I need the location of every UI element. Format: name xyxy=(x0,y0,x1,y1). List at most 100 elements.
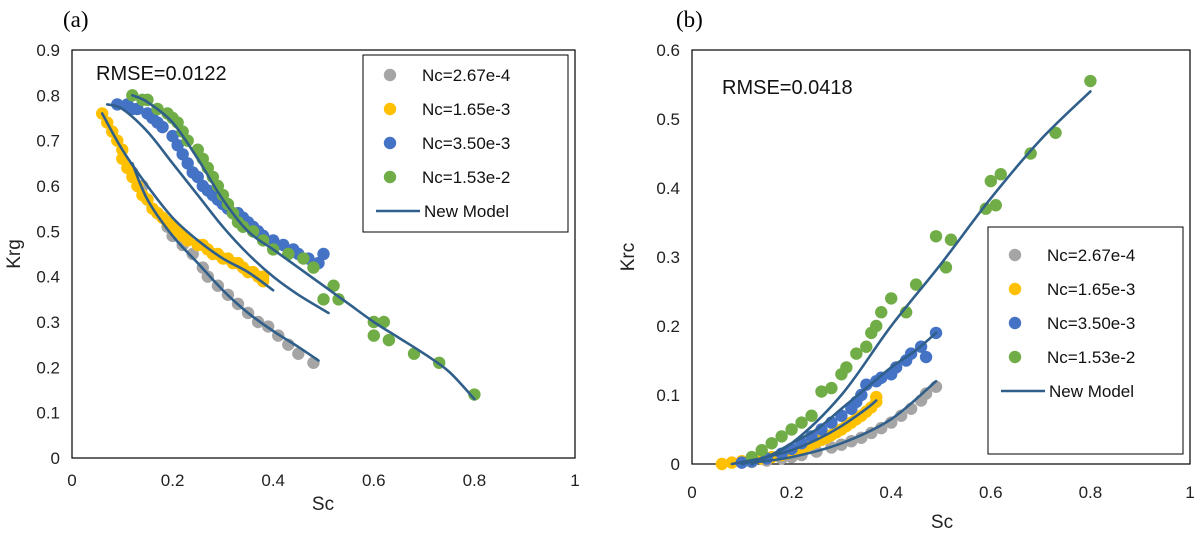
legend-label-b-4: Nc=1.53e-2 xyxy=(1047,348,1135,367)
data-point-b-s1 xyxy=(875,421,888,435)
x-tick-label-a: 0.8 xyxy=(463,471,487,490)
x-tick-label-a: 0 xyxy=(67,471,76,490)
y-tick-label-b: 0.5 xyxy=(656,110,680,129)
plot-area-b xyxy=(691,49,1191,465)
legend-label-b-model: New Model xyxy=(1049,382,1134,401)
data-point-b-s4 xyxy=(1084,74,1097,88)
data-point-b-s4 xyxy=(755,444,768,457)
legend-marker-a-1 xyxy=(383,68,397,82)
data-point-a-s4 xyxy=(327,279,340,292)
data-point-a-s1 xyxy=(186,247,199,261)
legend-marker-a-3 xyxy=(383,136,397,150)
plot-area-a xyxy=(71,49,576,459)
panel-label-a: (a) xyxy=(63,7,89,32)
x-tick-label-b: 0 xyxy=(687,483,696,502)
data-point-a-s3 xyxy=(191,170,204,184)
panel-label-b: (b) xyxy=(676,7,703,32)
data-point-b-s3 xyxy=(889,361,903,374)
y-tick-label-b: 0 xyxy=(671,455,680,474)
panel-a: (a) RMSE=0.0122 Sc Krg 0 0.2 0.4 0.6 0.8 1 0 0.… xyxy=(4,7,580,515)
data-point-a-s3 xyxy=(267,234,280,247)
legend-marker-b-2 xyxy=(1008,282,1022,296)
y-tick-label-a: 0.4 xyxy=(36,268,60,287)
data-point-a-s3 xyxy=(156,120,169,134)
legend-marker-a-4 xyxy=(383,170,397,184)
data-point-b-s1 xyxy=(885,416,898,429)
data-point-a-s4 xyxy=(367,329,380,342)
data-point-b-s4 xyxy=(979,202,993,215)
data-point-b-s4 xyxy=(860,340,873,353)
data-point-a-s4 xyxy=(297,252,310,265)
y-tick-label-a: 0.5 xyxy=(36,222,60,241)
data-point-b-s4 xyxy=(944,233,958,246)
data-point-b-s2 xyxy=(870,390,883,404)
model-line-b-4 xyxy=(750,90,1092,466)
model-line-a-2 xyxy=(100,112,275,292)
data-point-a-s4 xyxy=(176,125,189,138)
legend-b xyxy=(987,226,1184,455)
panel-b: (b) RMSE=0.0418 Sc Krc 0 0.2 0.4 0.6 0.8 1 0 0.… xyxy=(618,7,1195,533)
data-point-a-s3 xyxy=(131,102,144,116)
y-tick-label-a: 0.1 xyxy=(36,404,60,423)
legend-a xyxy=(362,54,569,233)
data-point-b-s4 xyxy=(984,174,997,188)
model-line-a-1 xyxy=(131,162,320,362)
data-point-a-s3 xyxy=(171,139,184,152)
data-point-b-s4 xyxy=(785,423,798,436)
rmse-annotation-a: RMSE=0.0122 xyxy=(96,63,227,85)
data-point-a-s4 xyxy=(382,333,396,347)
legend-marker-b-4 xyxy=(1008,350,1022,364)
data-point-a-s3 xyxy=(176,148,189,161)
data-point-b-s4 xyxy=(1049,126,1062,139)
data-point-a-s2 xyxy=(121,161,134,175)
x-tick-label-a: 0.2 xyxy=(161,471,185,490)
legend-label-b-2: Nc=1.65e-3 xyxy=(1047,280,1135,299)
data-point-b-s4 xyxy=(805,409,818,422)
data-point-a-s3 xyxy=(277,238,290,252)
x-tick-label-b: 1 xyxy=(1185,483,1194,502)
data-point-b-s3 xyxy=(875,371,888,384)
legend-marker-b-1 xyxy=(1008,248,1022,262)
legend-marker-a-2 xyxy=(383,102,397,116)
data-point-b-s4 xyxy=(850,347,863,360)
data-point-b-s4 xyxy=(885,292,898,305)
data-point-a-s3 xyxy=(166,129,179,143)
data-point-b-s4 xyxy=(994,168,1007,181)
data-point-b-s4 xyxy=(929,230,943,243)
data-point-b-s4 xyxy=(825,381,838,395)
y-tick-label-a: 0 xyxy=(51,449,60,468)
x-tick-label-b: 0.6 xyxy=(979,483,1003,502)
data-point-a-s4 xyxy=(332,293,345,306)
data-point-b-s3 xyxy=(855,388,868,402)
data-point-b-s4 xyxy=(870,319,883,333)
data-point-b-s3 xyxy=(860,378,873,391)
data-point-b-s4 xyxy=(775,430,788,443)
data-point-b-s4 xyxy=(989,199,1002,212)
model-line-b-1 xyxy=(750,379,938,464)
y-tick-label-a: 0.2 xyxy=(36,358,60,377)
model-line-a-4 xyxy=(131,94,476,401)
data-point-b-s4 xyxy=(765,437,778,450)
legend-label-a-model: New Model xyxy=(424,202,509,221)
data-point-b-s4 xyxy=(840,361,853,374)
data-point-b-s3 xyxy=(919,350,933,364)
y-tick-label-a: 0.6 xyxy=(36,177,60,196)
data-point-a-s4 xyxy=(216,188,230,202)
y-tick-label-a: 0.9 xyxy=(36,41,60,60)
data-points-b xyxy=(715,74,1097,471)
data-point-a-s1 xyxy=(201,270,215,283)
y-tick-label-a: 0.7 xyxy=(36,132,60,151)
data-point-b-s1 xyxy=(919,387,933,400)
y-axis-label-b: Krc xyxy=(618,243,639,272)
data-point-a-s4 xyxy=(468,388,481,401)
data-point-b-s2 xyxy=(725,456,739,469)
x-tick-label-b: 0.4 xyxy=(879,483,903,502)
data-point-b-s4 xyxy=(939,261,953,274)
data-point-a-s3 xyxy=(181,157,194,170)
data-point-b-s4 xyxy=(875,306,888,319)
data-point-a-s1 xyxy=(292,347,305,360)
legend-label-a-4: Nc=1.53e-2 xyxy=(422,168,510,187)
data-point-b-s4 xyxy=(815,385,828,398)
legend-label-b-3: Nc=3.50e-3 xyxy=(1047,314,1135,333)
